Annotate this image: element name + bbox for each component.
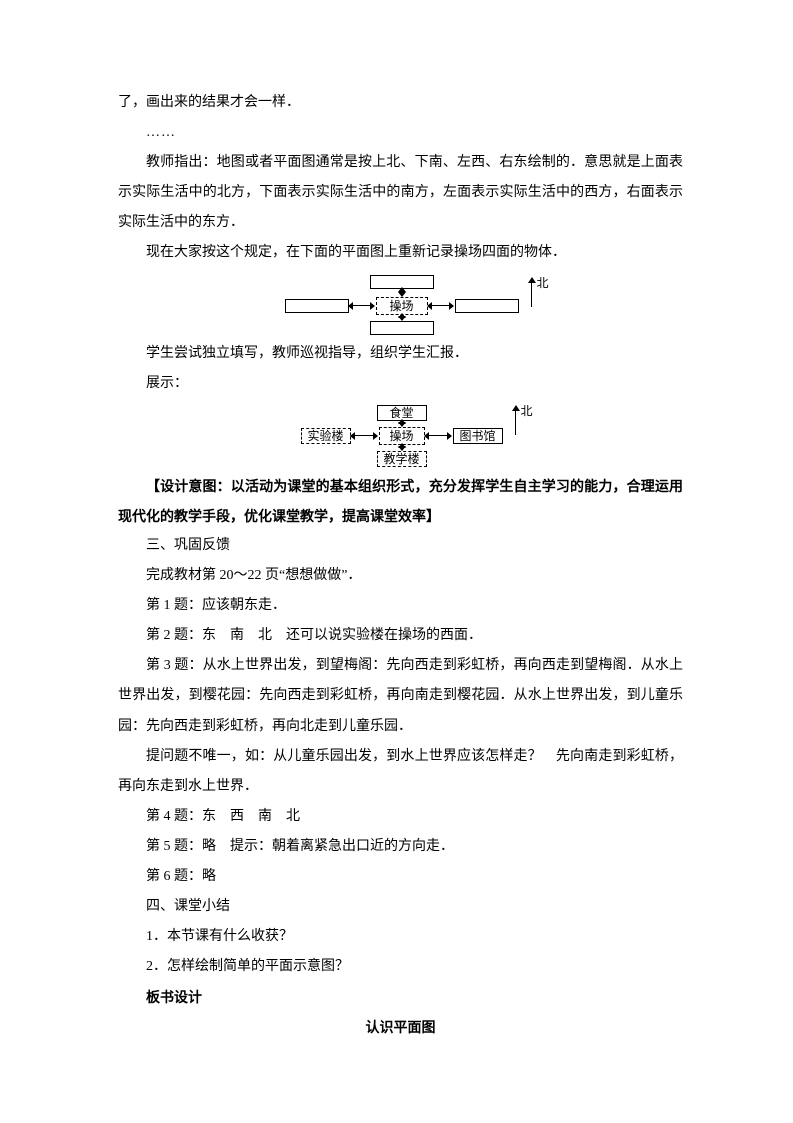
q2: 第 2 题：东 南 北 还可以说实验楼在操场的西面． — [118, 621, 683, 651]
ellipsis: …… — [118, 118, 683, 148]
line-continue: 了，画出来的结果才会一样． — [118, 88, 683, 118]
d1-right-box — [455, 299, 519, 313]
d1-north-arrow — [531, 281, 532, 307]
d1-bottom-box — [370, 321, 434, 335]
para-teacher: 教师指出：地图或者平面图通常是按上北、下南、左西、右东绘制的．意思就是上面表示实… — [118, 148, 683, 238]
d1-varrow-bottom — [401, 314, 402, 320]
q6: 第 6 题：略 — [118, 862, 683, 892]
board-design-content: 认识平面图 — [118, 1012, 683, 1042]
para-show: 展示： — [118, 369, 683, 399]
diagram2: 食堂 操场 教学楼 实验楼 图书馆 北 — [301, 405, 501, 465]
d2-harrow-right — [425, 435, 451, 436]
board-design-title: 板书设计 — [118, 982, 683, 1012]
d1-north-label: 北 — [537, 277, 549, 289]
design-intent: 【设计意图：以活动为课堂的基本组织形式，充分发挥学生自主学习的能力，合理运用现代… — [118, 471, 683, 531]
d2-right-box: 图书馆 — [453, 428, 503, 444]
q4: 第 4 题：东 西 南 北 — [118, 802, 683, 832]
sec3-title: 三、巩固反馈 — [118, 531, 683, 561]
d2-varrow-bottom — [401, 444, 402, 450]
q1: 第 1 题：应该朝东走． — [118, 591, 683, 621]
q3: 第 3 题：从水上世界出发，到望梅阁：先向西走到彩虹桥，再向西走到望梅阁．从水上… — [118, 651, 683, 741]
d2-varrow-top — [401, 420, 402, 426]
d1-left-box — [285, 299, 349, 313]
ex-intro: 完成教材第 20～22 页“想想做做”． — [118, 561, 683, 591]
page: 了，画出来的结果才会一样． …… 教师指出：地图或者平面图通常是按上北、下南、左… — [0, 0, 793, 1123]
d2-left-box: 实验楼 — [301, 428, 351, 444]
para-instruct: 现在大家按这个规定，在下面的平面图上重新记录操场四面的物体． — [118, 238, 683, 268]
summary1: 1．本节课有什么收获？ — [118, 922, 683, 952]
d2-north-label: 北 — [521, 405, 533, 417]
q5: 第 5 题：略 提示：朝着离紧急出口近的方向走． — [118, 832, 683, 862]
sec4-title: 四、课堂小结 — [118, 892, 683, 922]
d1-harrow-left — [349, 305, 374, 306]
diagram1: 操场 北 — [285, 275, 517, 333]
diagram1-wrap: 操场 北 — [118, 275, 683, 333]
diagram2-wrap: 食堂 操场 教学楼 实验楼 图书馆 北 — [118, 405, 683, 465]
d1-varrow-top — [401, 288, 402, 296]
d2-harrow-left — [351, 435, 377, 436]
para-attempt: 学生尝试独立填写，教师巡视指导，组织学生汇报． — [118, 339, 683, 369]
q3-extra: 提问题不唯一，如：从儿童乐园出发，到水上世界应该怎样走？ 先向南走到彩虹桥，再向… — [118, 742, 683, 802]
d2-bottom-box: 教学楼 — [377, 451, 427, 467]
d2-north-arrow — [515, 409, 516, 435]
d1-harrow-right — [428, 305, 453, 306]
summary2: 2．怎样绘制简单的平面示意图？ — [118, 952, 683, 982]
